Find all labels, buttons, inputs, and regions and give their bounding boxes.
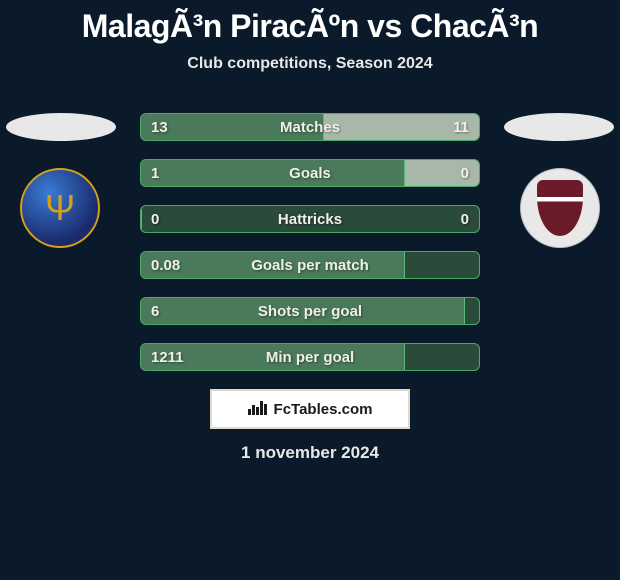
page-title: MalagÃ³n PiracÃºn vs ChacÃ³n [0, 0, 620, 45]
stat-row: 1211Min per goal [140, 343, 480, 371]
left-team-crest: Ψ [20, 168, 100, 248]
stat-right-value: 0 [451, 206, 479, 232]
bar-left-fill [141, 206, 142, 232]
bar-left-fill [141, 298, 465, 324]
attribution-text: FcTables.com [274, 401, 373, 418]
stat-left-value: 0 [141, 206, 169, 232]
bar-left-fill [141, 252, 405, 278]
bar-left-fill [141, 160, 405, 186]
right-team-crest [520, 168, 600, 248]
bar-left-fill [141, 344, 405, 370]
bar-left-fill [141, 114, 324, 140]
stat-bars: 13Matches11 1Goals0 0Hattricks0 0.08Goals p… [140, 113, 480, 371]
date-label: 1 november 2024 [0, 443, 620, 463]
trident-icon: Ψ [45, 187, 75, 229]
stat-row: 0Hattricks0 [140, 205, 480, 233]
stat-label: Hattricks [141, 206, 479, 232]
stat-row: 6Shots per goal [140, 297, 480, 325]
stat-row: 0.08Goals per match [140, 251, 480, 279]
right-ellipse [504, 113, 614, 141]
bars-icon [248, 399, 268, 419]
comparison-panel: Ψ 13Matches11 1Goals0 0Hattricks0 0.08Goals… [0, 113, 620, 463]
shield-icon [537, 180, 583, 236]
bar-right-fill [324, 114, 479, 140]
attribution-badge: FcTables.com [210, 389, 410, 429]
bar-right-fill [405, 160, 479, 186]
stat-row: 1Goals0 [140, 159, 480, 187]
page-subtitle: Club competitions, Season 2024 [0, 55, 620, 73]
left-ellipse [6, 113, 116, 141]
stat-row: 13Matches11 [140, 113, 480, 141]
